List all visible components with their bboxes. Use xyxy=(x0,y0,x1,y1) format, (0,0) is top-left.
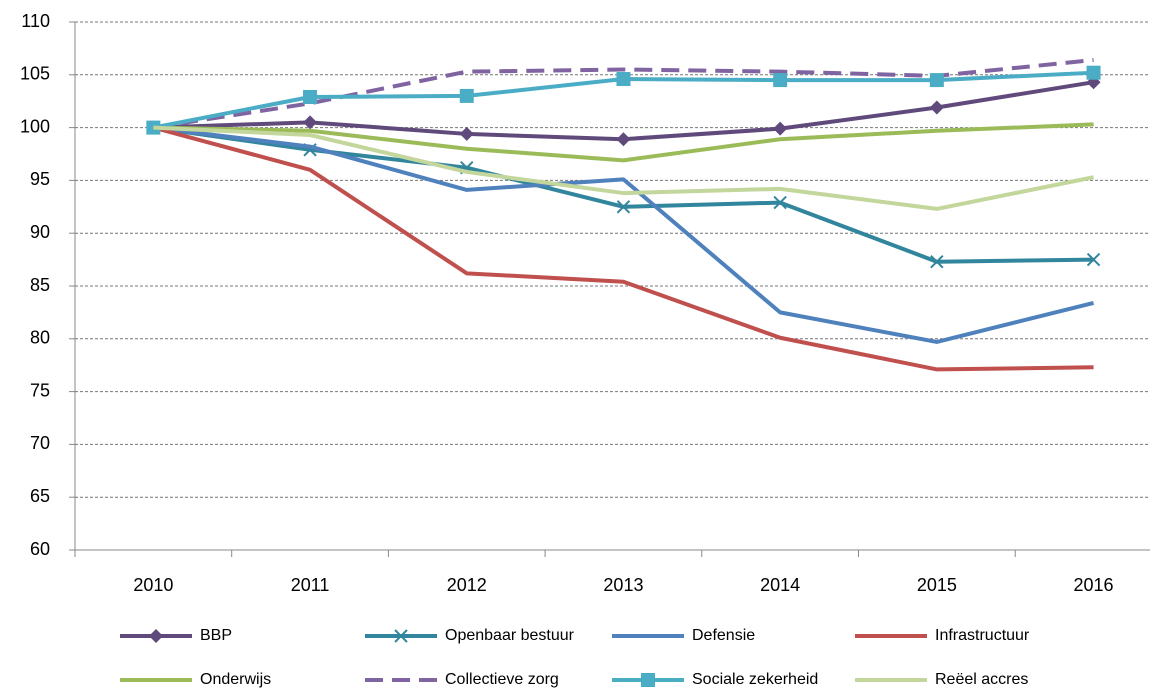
y-tick-label: 90 xyxy=(30,222,50,242)
data-point xyxy=(1086,252,1101,267)
legend-label: Openbaar bestuur xyxy=(445,627,575,644)
series-line xyxy=(152,125,1094,372)
data-point xyxy=(616,72,631,87)
legend-label: BBP xyxy=(200,627,232,644)
y-tick-label: 80 xyxy=(30,328,50,348)
y-tick-label: 105 xyxy=(20,64,50,84)
x-tick-label: 2015 xyxy=(917,575,957,595)
x-tick-label: 2016 xyxy=(1074,575,1114,595)
data-point xyxy=(616,200,631,214)
x-tick-label: 2012 xyxy=(447,575,487,595)
x-tick-label: 2011 xyxy=(291,575,330,595)
series-line xyxy=(153,125,1095,344)
legend-label: Onderwijs xyxy=(200,671,271,688)
y-tick-label: 110 xyxy=(21,11,50,31)
data-point xyxy=(773,73,788,88)
y-tick-label: 65 xyxy=(30,486,50,506)
data-point xyxy=(773,121,788,136)
data-point xyxy=(616,132,631,147)
data-point xyxy=(930,255,944,269)
data-point xyxy=(459,88,474,103)
legend-label: Sociale zekerheid xyxy=(692,671,818,688)
y-tick-label: 95 xyxy=(30,169,50,189)
legend-label: Reëel accres xyxy=(935,671,1028,688)
data-point xyxy=(459,126,474,141)
y-tick-label: 60 xyxy=(30,539,50,559)
legend-label: Collectieve zorg xyxy=(445,671,559,688)
legend-marker xyxy=(149,629,163,643)
legend-marker xyxy=(394,629,408,643)
y-tick-label: 85 xyxy=(30,275,50,295)
data-point xyxy=(303,115,318,130)
x-tick-label: 2014 xyxy=(760,575,800,595)
data-point xyxy=(303,89,318,104)
legend-label: Infrastructuur xyxy=(935,627,1030,644)
series-line xyxy=(153,58,1094,130)
data-point xyxy=(929,73,944,88)
data-point xyxy=(773,195,787,210)
y-tick-label: 70 xyxy=(30,433,50,453)
series-line xyxy=(153,125,1094,211)
legend-marker xyxy=(641,673,655,687)
series-line xyxy=(153,122,1094,163)
legend-label: Defensie xyxy=(692,627,755,644)
data-point xyxy=(929,100,944,115)
data-point xyxy=(1086,65,1101,80)
x-tick-label: 2010 xyxy=(133,575,173,595)
y-tick-label: 100 xyxy=(20,116,50,136)
x-tick-label: 2013 xyxy=(603,575,643,595)
y-tick-label: 75 xyxy=(30,380,50,400)
